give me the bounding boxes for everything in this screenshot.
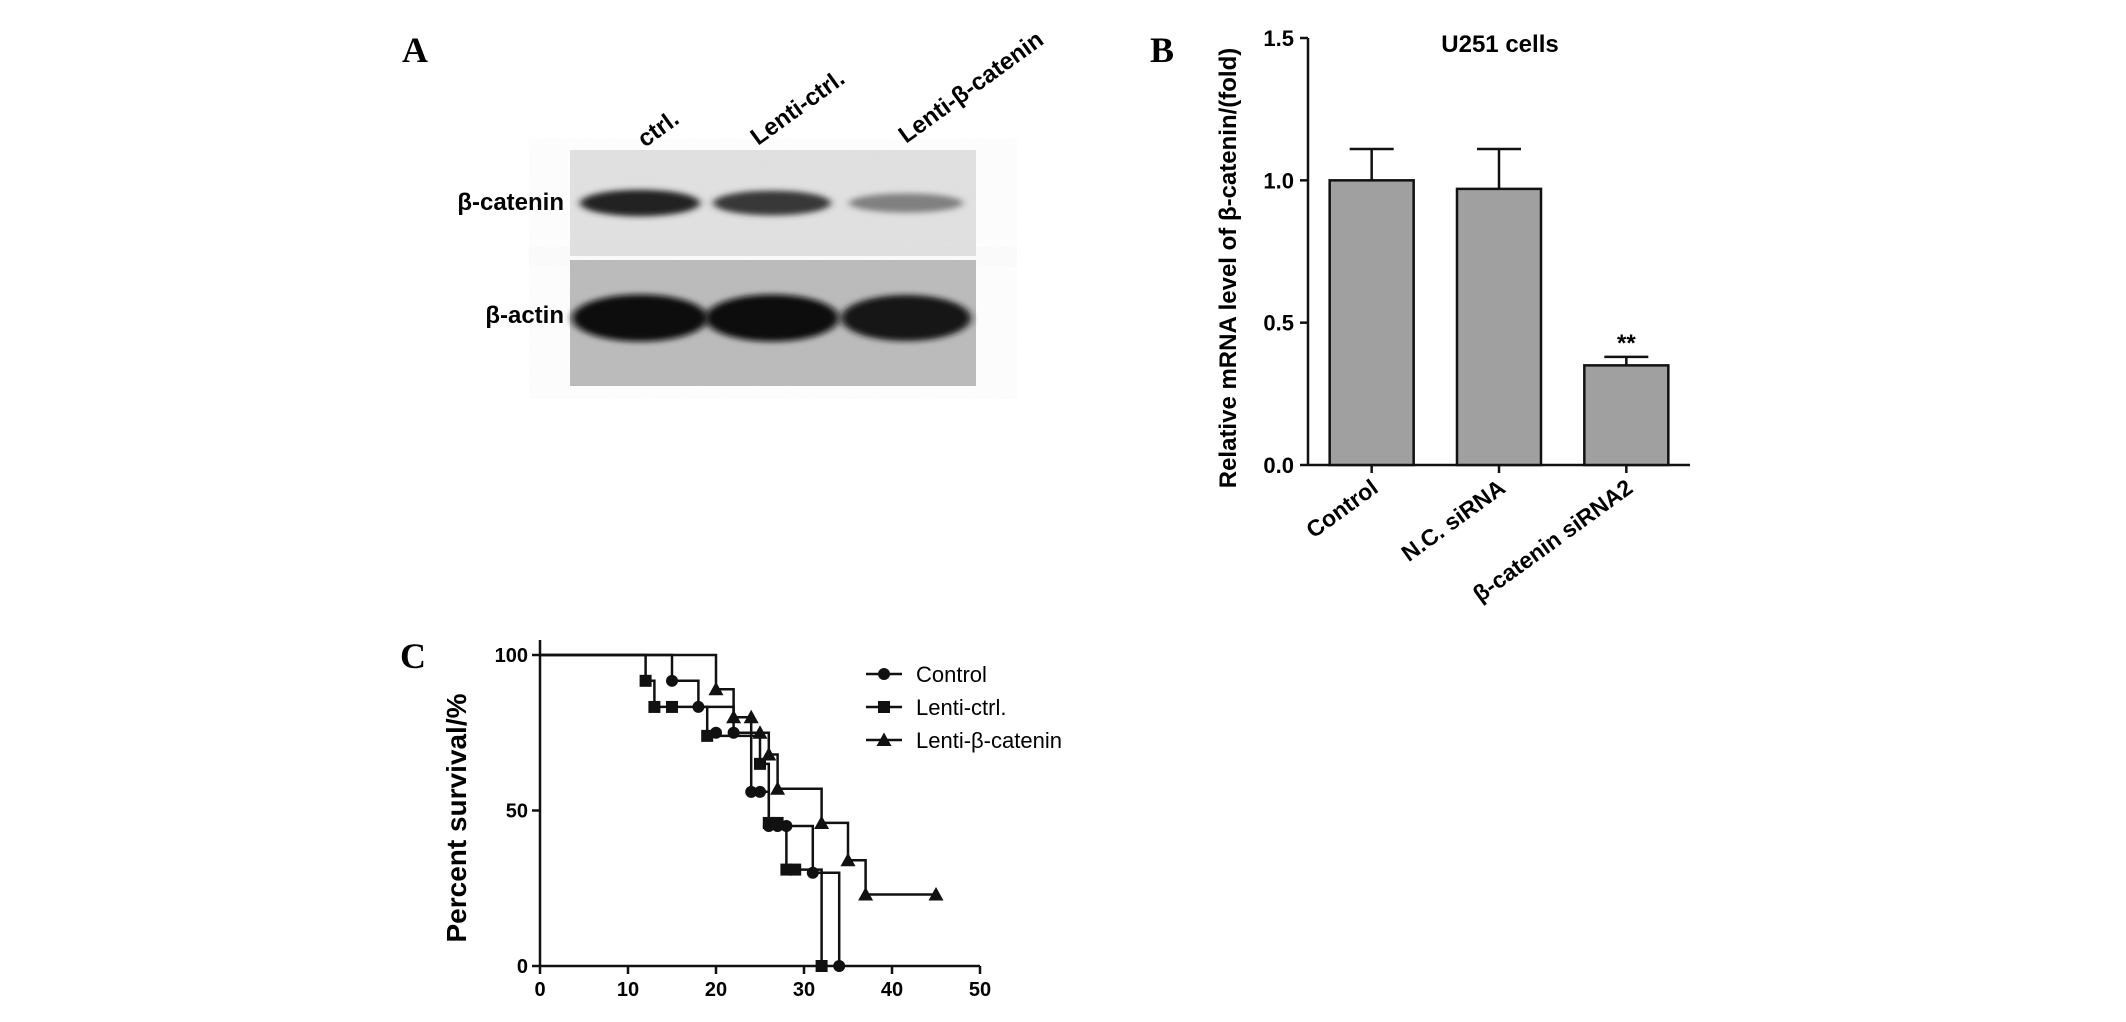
survival-marker-control [745, 785, 758, 798]
legend-label: Lenti-ctrl. [916, 695, 1006, 720]
panel-b-letter: B [1150, 30, 1174, 70]
chart-b-ylabel: Relative mRNA level of β-catenin/(fold) [1215, 48, 1242, 489]
survival-marker-lenti-beta-catenin [814, 815, 830, 829]
chart-b-y-tick-label: 1.0 [1263, 168, 1294, 193]
panel-a-letter: A [402, 30, 428, 70]
blot-strip-beta-actin [570, 260, 976, 386]
survival-marker-lenti-ctrl [771, 816, 784, 829]
chart-c-x-tick-label: 30 [793, 979, 815, 1001]
panel-a: A ctrl. Lenti-ctrl. Lenti-β-catenin β-ca… [402, 26, 1049, 386]
chart-b-x-tick-label: Control [1301, 474, 1382, 543]
row-label-beta-catenin: β-catenin [457, 189, 564, 216]
chart-b-bar [1455, 187, 1543, 467]
chart-c-legend: Control Lenti-ctrl. Lenti-β-catenin [866, 662, 1062, 753]
chart-c-x-tick-label: 0 [534, 979, 545, 1001]
survival-marker-lenti-beta-catenin [928, 886, 944, 901]
survival-marker-lenti-ctrl [666, 700, 678, 713]
legend-marker [878, 701, 890, 713]
blot-band-beta-actin [705, 294, 839, 342]
survival-marker-lenti-beta-catenin [858, 886, 874, 901]
legend-marker [878, 668, 890, 680]
blot-band-beta-actin [841, 295, 971, 341]
panel-b: B U251 cells Relative mRNA level of β-ca… [1150, 26, 1690, 607]
chart-c-ylabel: Percent survival/% [441, 693, 472, 942]
chart-c-y-tick-label: 50 [506, 801, 528, 823]
chart-b-title: U251 cells [1441, 31, 1558, 58]
survival-marker-lenti-ctrl [754, 757, 766, 770]
blot-band-beta-actin [572, 294, 708, 342]
legend-label: Lenti-β-catenin [916, 728, 1062, 753]
row-label-beta-actin: β-actin [485, 302, 564, 329]
survival-marker-lenti-beta-catenin [743, 709, 759, 724]
chart-b-bar [1328, 179, 1415, 467]
lane-label-lenti-beta-catenin: Lenti-β-catenin [894, 26, 1049, 149]
chart-b-x-tick-label: N.C. siRNA [1396, 474, 1510, 566]
chart-c-x-tick-label: 20 [705, 979, 727, 1001]
chart-c-x-tick-label: 50 [969, 979, 991, 1001]
chart-b-y-tick-label: 0.5 [1263, 311, 1294, 336]
chart-b-y-tick-label: 1.5 [1263, 26, 1294, 51]
survival-marker-lenti-beta-catenin [726, 709, 742, 724]
panel-c: C Percent survival/% 0 50 100 0 10 20 30 40 50 C… [400, 636, 1062, 1001]
survival-curve-control [540, 653, 841, 966]
survival-marker-control [833, 960, 846, 972]
legend-marker [876, 732, 892, 746]
panel-c-letter: C [400, 636, 426, 676]
lane-label-lenti-ctrl: Lenti-ctrl. [746, 65, 850, 151]
blot-strip-beta-catenin [570, 150, 976, 256]
survival-marker-lenti-ctrl [789, 863, 802, 876]
survival-marker-lenti-ctrl [639, 674, 652, 687]
survival-curve-lenti-ctrl [540, 653, 823, 966]
blot-band-beta-catenin [580, 189, 700, 217]
chart-b-significance: ** [1617, 330, 1636, 357]
survival-marker-lenti-beta-catenin [761, 747, 777, 761]
lane-label-ctrl: ctrl. [633, 105, 684, 153]
blot-band-beta-catenin [849, 193, 963, 213]
survival-marker-lenti-beta-catenin [770, 781, 786, 795]
survival-marker-control [754, 785, 766, 798]
survival-marker-lenti-ctrl [701, 729, 714, 742]
chart-b-y-tick-label: 0.0 [1263, 453, 1294, 478]
survival-marker-lenti-beta-catenin [752, 725, 768, 739]
chart-c-y-tick-label: 100 [495, 645, 528, 667]
chart-c-x-tick-label: 40 [881, 979, 903, 1001]
survival-marker-control [666, 674, 678, 687]
blot-band-beta-catenin [713, 190, 831, 216]
survival-marker-lenti-ctrl [648, 700, 661, 713]
chart-c-y-tick-label: 0 [517, 956, 528, 978]
survival-marker-lenti-ctrl [815, 960, 828, 972]
legend-label: Control [916, 662, 987, 687]
chart-b-bar [1583, 364, 1670, 467]
survival-marker-lenti-beta-catenin [840, 852, 856, 867]
survival-marker-lenti-beta-catenin [708, 681, 724, 696]
chart-c-x-tick-label: 10 [617, 979, 639, 1001]
survival-curve-lenti-beta-catenin [540, 653, 936, 896]
